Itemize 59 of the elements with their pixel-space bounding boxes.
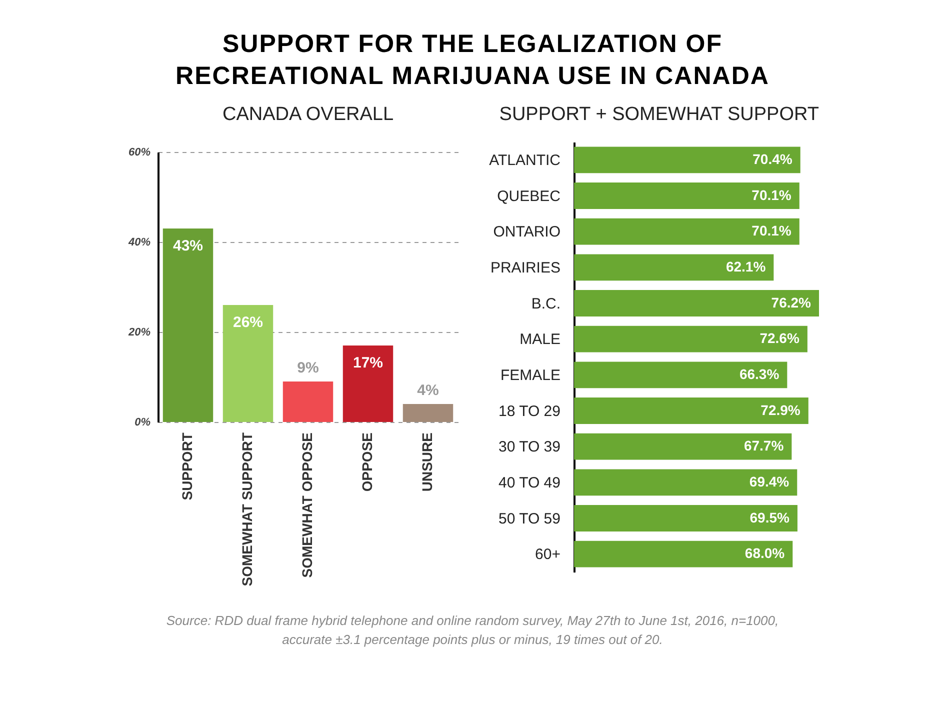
data-label: 69.5%	[749, 509, 790, 526]
y-tick-label: 40 TO 49	[498, 474, 560, 492]
chart-title: SUPPORT + SOMEWHAT SUPPORT	[498, 104, 819, 125]
y-tick-label: FEMALE	[500, 366, 560, 384]
chart-title: SUPPORT FOR THE LEGALIZATION OF RECREATIONAL MARIJUANA USE IN CANADA	[174, 29, 770, 92]
data-label: 17%	[352, 354, 383, 372]
data-label: 9%	[296, 360, 318, 376]
chart-subtitle: CANADA OVERALL	[222, 104, 394, 125]
data-label: 67.7%	[743, 438, 784, 454]
y-tick-label: 60%	[128, 146, 150, 158]
source-note: Source: RDD dual frame hybrid telephone and online random survey, May 27th to June 1st, 2016, n=1000, accurate ±3.1 percentage points plus or minus, 19 times out of 20.	[165, 612, 780, 649]
bar	[574, 290, 818, 316]
bar	[574, 362, 787, 388]
bar	[574, 146, 800, 174]
bar	[574, 254, 774, 281]
data-label: 62.1%	[725, 258, 766, 274]
y-tick-label: 18 TO 29	[498, 402, 560, 420]
bar	[574, 182, 799, 209]
data-label: 72.9%	[760, 402, 800, 418]
data-label: 70.4%	[752, 150, 792, 167]
bar	[574, 505, 797, 532]
y-tick-label: 40%	[126, 236, 150, 248]
bar	[574, 433, 792, 460]
y-tick-label: B.C.	[530, 295, 560, 312]
x-tick-label: UNSURE	[418, 432, 434, 492]
bar	[282, 382, 333, 422]
bar	[574, 469, 797, 496]
data-label: 4%	[416, 382, 438, 399]
data-label: 66.3%	[738, 366, 780, 382]
y-tick-label: QUEBEC	[496, 188, 560, 205]
bar	[574, 398, 808, 424]
data-label: 70.1%	[751, 186, 792, 203]
bar	[574, 540, 792, 568]
x-tick-label: SUPPORT	[178, 432, 194, 500]
data-label: 76.2%	[770, 294, 812, 310]
x-tick-label: SOMEWHAT SUPPORT	[238, 432, 254, 586]
bar	[342, 346, 393, 422]
bar	[574, 326, 807, 352]
data-label: 69.4%	[748, 473, 790, 490]
bar	[222, 305, 273, 422]
x-tick-label: SOMEWHAT OPPOSE	[298, 432, 314, 578]
y-tick-label: 60+	[534, 546, 560, 564]
y-tick-label: MALE	[519, 331, 560, 348]
y-tick-label: 30 TO 39	[498, 438, 560, 456]
x-tick-label: OPPOSE	[358, 432, 374, 492]
data-label: 68.0%	[744, 545, 785, 562]
data-label: 43%	[172, 238, 203, 254]
y-tick-label: 50 TO 59	[498, 510, 560, 528]
y-tick-label: ONTARIO	[492, 224, 560, 241]
y-tick-label: 20%	[126, 326, 150, 338]
bar	[162, 228, 213, 422]
bar	[574, 218, 799, 245]
y-tick-label: 0%	[134, 416, 150, 428]
data-label: 26%	[232, 314, 263, 331]
data-label: 70.1%	[751, 222, 792, 239]
y-tick-label: ATLANTIC	[488, 152, 560, 169]
bar	[402, 404, 453, 422]
y-tick-label: PRAIRIES	[490, 259, 560, 276]
data-label: 72.6%	[759, 330, 800, 346]
